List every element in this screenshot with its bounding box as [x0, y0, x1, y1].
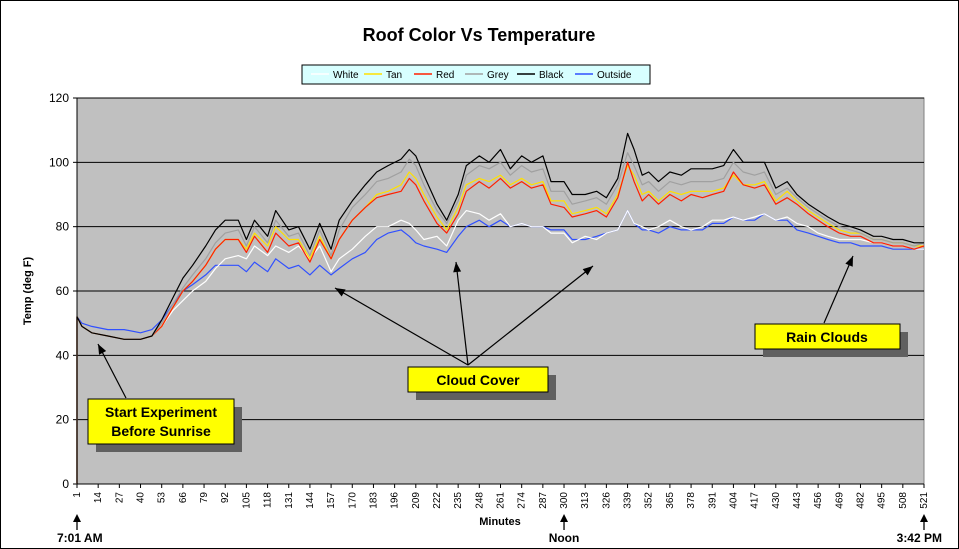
time-marker-label: 7:01 AM — [57, 531, 103, 545]
arrow-start-head — [98, 344, 107, 355]
x-tick-label: 261 — [496, 492, 507, 509]
arrow-cloud-mid — [455, 261, 469, 366]
time-marker-arrow — [920, 514, 928, 522]
y-axis-label: Temp (deg F) — [22, 257, 34, 326]
arrow-start — [97, 343, 127, 399]
x-tick-label: 170 — [347, 492, 358, 509]
x-tick-label: 365 — [665, 492, 676, 509]
legend-label-red: Red — [436, 70, 454, 81]
x-tick-label: 66 — [178, 492, 189, 504]
time-marker-arrow — [560, 514, 569, 522]
callout-cloud-text: Cloud Cover — [436, 372, 520, 388]
x-tick-label: 53 — [157, 492, 168, 504]
legend-label-outside: Outside — [597, 70, 632, 81]
time-marker-label: Noon — [549, 531, 580, 545]
x-tick-label: 131 — [284, 492, 295, 509]
legend-label-black: Black — [539, 70, 564, 81]
x-tick-label: 183 — [368, 492, 379, 509]
x-tick-label: 222 — [432, 492, 443, 509]
legend-label-white: White — [333, 70, 359, 81]
callout-rain-clouds: Rain Clouds — [754, 323, 908, 357]
arrow-cloud-right — [467, 265, 594, 366]
x-tick-label: 443 — [792, 492, 803, 509]
series-line-white — [76, 210, 924, 484]
x-tick-label: 469 — [834, 492, 845, 509]
arrow-rain — [823, 255, 854, 324]
y-tick-label: 100 — [49, 155, 69, 169]
x-tick-label: 287 — [538, 492, 549, 509]
x-tick-label: 196 — [390, 492, 401, 509]
x-tick-label: 209 — [411, 492, 422, 509]
legend-label-tan: Tan — [386, 70, 402, 81]
x-tick-label: 326 — [601, 492, 612, 509]
x-tick-label: 248 — [474, 492, 485, 509]
series-line-red — [76, 161, 925, 484]
x-tick-label: 495 — [877, 492, 888, 509]
x-tick-label: 300 — [559, 492, 570, 509]
x-tick-label: 40 — [136, 492, 147, 504]
arrow-cloud-right-head — [582, 266, 593, 276]
x-tick-label: 274 — [517, 492, 528, 509]
x-tick-label: 235 — [453, 492, 464, 509]
x-tick-label: 79 — [199, 492, 210, 504]
y-axis-ticks: 0 20 40 60 80 100 120 — [49, 91, 77, 491]
x-tick-label: 482 — [855, 492, 866, 509]
callout-start-line1: Start Experiment — [105, 404, 217, 420]
callout-rain-text: Rain Clouds — [786, 329, 868, 345]
y-tick-label: 80 — [56, 220, 70, 234]
callout-start-line2: Before Sunrise — [111, 423, 211, 439]
x-tick-label: 378 — [686, 492, 697, 509]
x-tick-label: 105 — [241, 492, 252, 509]
chart-title: Roof Color Vs Temperature — [363, 25, 596, 45]
arrow-cloud-mid-head — [453, 262, 462, 273]
y-tick-label: 60 — [56, 284, 70, 298]
x-tick-label: 14 — [93, 492, 104, 504]
x-tick-label: 508 — [898, 492, 909, 509]
time-markers: 7:01 AM Noon 3:42 PM — [57, 514, 942, 545]
x-tick-label: 391 — [707, 492, 718, 509]
series-line-black — [76, 132, 924, 484]
legend-label-grey: Grey — [487, 70, 509, 81]
x-tick-label: 1 — [72, 492, 83, 498]
y-tick-label: 40 — [56, 348, 70, 362]
x-tick-label: 339 — [623, 492, 634, 509]
arrow-cloud-left-head — [335, 288, 346, 297]
x-tick-label: 456 — [813, 492, 824, 509]
x-tick-label: 352 — [644, 492, 655, 509]
x-tick-label: 157 — [326, 492, 337, 509]
x-tick-label: 313 — [580, 492, 591, 509]
y-tick-label: 120 — [49, 91, 69, 105]
arrow-rain-head — [845, 256, 853, 267]
series-layer — [76, 132, 925, 484]
annotation-arrows — [97, 255, 854, 399]
time-marker-label: 3:42 PM — [897, 531, 942, 545]
y-tick-label: 0 — [62, 477, 69, 491]
legend: White Tan Red Grey Black Outside — [301, 64, 651, 85]
x-tick-label: 521 — [919, 492, 930, 509]
x-tick-label: 92 — [220, 492, 231, 504]
x-tick-label: 118 — [263, 492, 274, 508]
x-tick-label: 404 — [728, 492, 739, 509]
x-tick-label: 417 — [750, 492, 761, 509]
x-tick-label: 430 — [771, 492, 782, 509]
arrow-cloud-left — [334, 287, 469, 366]
x-tick-label: 144 — [305, 492, 316, 509]
x-axis-ticks: 1 14 27 40 53 66 79 92 105 118 131 144 157 170 183 196 2… — [72, 484, 930, 509]
series-line-grey — [76, 152, 925, 484]
x-tick-label: 27 — [114, 492, 125, 504]
series-line-outside — [76, 210, 924, 484]
y-tick-label: 20 — [56, 413, 70, 427]
callout-start-experiment: Start Experiment Before Sunrise — [87, 398, 242, 452]
callout-cloud-cover: Cloud Cover — [407, 366, 556, 400]
x-axis-label: Minutes — [479, 516, 521, 528]
time-marker-arrow — [73, 514, 81, 522]
